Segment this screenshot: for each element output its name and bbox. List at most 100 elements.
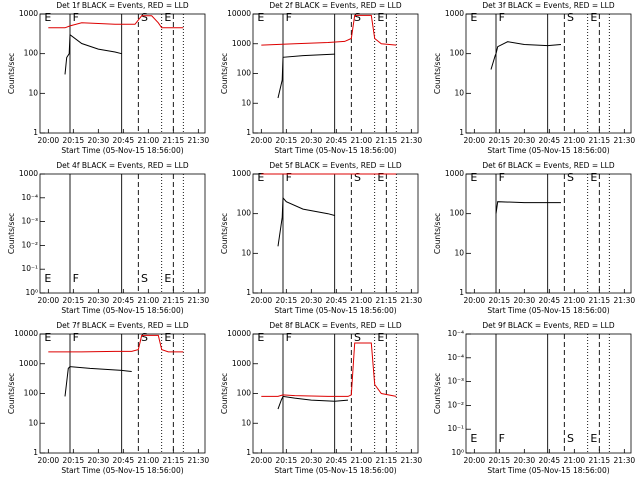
time-flag: E — [164, 331, 171, 344]
x-tick-label: 21:00 — [138, 136, 160, 145]
series-line — [64, 33, 122, 75]
x-tick-label: 21:15 — [163, 296, 185, 305]
y-tick-label: 10 — [241, 418, 251, 427]
x-tick-label: 20:45 — [539, 296, 561, 305]
y-tick-label: 10⁰ — [451, 448, 464, 457]
time-flag: F — [499, 171, 505, 184]
y-axis-label: Counts/sec — [433, 53, 442, 94]
y-tick-label: 10⁰ — [25, 288, 38, 297]
x-tick-label: 20:45 — [539, 456, 561, 465]
axis-frame — [465, 173, 632, 294]
x-tick-label: 20:30 — [301, 136, 323, 145]
series-line — [261, 342, 397, 397]
time-flag: S — [354, 171, 361, 184]
y-axis-label: Counts/sec — [220, 373, 229, 414]
time-flag: E — [590, 432, 597, 445]
x-tick-label: 21:30 — [188, 296, 210, 305]
x-tick-label: 20:45 — [326, 456, 348, 465]
time-flag: E — [470, 432, 477, 445]
time-flag: E — [470, 171, 477, 184]
x-tick-label: 21:15 — [163, 456, 185, 465]
x-tick-label: 20:15 — [276, 296, 298, 305]
x-tick-label: 21:15 — [376, 136, 398, 145]
time-flag: F — [286, 11, 292, 24]
time-flag: S — [567, 432, 574, 445]
x-tick-label: 20:00 — [251, 456, 273, 465]
x-tick-label: 20:15 — [63, 456, 85, 465]
x-axis-label: Start Time (05-Nov-15 18:56:00) — [61, 146, 183, 155]
y-tick-label: 10⁻² — [447, 400, 464, 409]
x-tick-label: 20:45 — [326, 136, 348, 145]
x-tick-label: 21:30 — [401, 136, 423, 145]
y-tick-label: 10 — [28, 418, 38, 427]
y-tick-label: 10⁻³ — [447, 377, 464, 386]
y-tick-label: 1000 — [232, 39, 251, 48]
time-flag: F — [286, 171, 292, 184]
x-tick-label: 21:30 — [188, 456, 210, 465]
series-line — [277, 196, 335, 247]
x-axis-label: Start Time (05-Nov-15 18:56:00) — [487, 466, 609, 475]
x-tick-label: 21:15 — [163, 136, 185, 145]
x-tick-label: 21:00 — [564, 296, 586, 305]
x-tick-label: 20:45 — [326, 296, 348, 305]
axis-frame — [39, 173, 206, 294]
time-flag: F — [499, 11, 505, 24]
x-tick-label: 21:15 — [376, 456, 398, 465]
axis-frame — [465, 333, 632, 454]
y-tick-label: 100 — [237, 69, 252, 78]
x-tick-label: 20:45 — [539, 136, 561, 145]
x-tick-label: 20:30 — [88, 296, 110, 305]
y-axis-label: Counts/sec — [433, 373, 442, 414]
x-axis-label: Start Time (05-Nov-15 18:56:00) — [274, 146, 396, 155]
x-tick-label: 20:30 — [301, 456, 323, 465]
time-flag: F — [499, 432, 505, 445]
y-tick-label: 1000 — [19, 359, 38, 368]
y-tick-label: 10 — [241, 98, 251, 107]
y-tick-label: 10 — [454, 88, 464, 97]
time-flag: F — [73, 11, 79, 24]
y-tick-label: 1000 — [445, 9, 464, 18]
time-flag: E — [44, 272, 51, 285]
time-flag: E — [44, 331, 51, 344]
panel-title: Det 3f BLACK = Events, RED = LLD — [482, 1, 615, 10]
x-tick-label: 20:00 — [464, 136, 486, 145]
series-line — [277, 53, 335, 99]
y-tick-label: 100 — [450, 209, 465, 218]
panel-title: Det 8f BLACK = Events, RED = LLD — [269, 321, 402, 330]
time-flag: E — [164, 11, 171, 24]
y-tick-label: 10⁻¹ — [447, 424, 464, 433]
time-flag: E — [470, 11, 477, 24]
time-flag: F — [286, 331, 292, 344]
x-tick-label: 20:00 — [251, 296, 273, 305]
x-tick-label: 21:00 — [564, 456, 586, 465]
x-tick-label: 20:30 — [514, 456, 536, 465]
y-axis-label: Counts/sec — [7, 373, 16, 414]
time-flag: E — [590, 11, 597, 24]
time-flag: E — [377, 171, 384, 184]
x-tick-label: 21:00 — [351, 136, 373, 145]
y-tick-label: 10⁻¹ — [21, 264, 38, 273]
time-flag: F — [73, 272, 79, 285]
time-flag: E — [257, 331, 264, 344]
panel-title: Det 6f BLACK = Events, RED = LLD — [482, 161, 615, 170]
x-tick-label: 20:15 — [489, 296, 511, 305]
x-tick-label: 20:15 — [63, 296, 85, 305]
y-tick-label: 1000 — [232, 169, 251, 178]
axis-frame — [39, 13, 206, 134]
axis-frame — [252, 173, 419, 294]
series-line — [64, 366, 132, 397]
x-tick-label: 20:15 — [489, 456, 511, 465]
y-tick-label: 100 — [237, 209, 252, 218]
y-tick-label: 10⁻⁴ — [21, 193, 38, 202]
x-tick-label: 20:45 — [113, 456, 135, 465]
series-line — [48, 334, 184, 353]
x-tick-label: 20:45 — [113, 296, 135, 305]
x-axis-label: Start Time (05-Nov-15 18:56:00) — [274, 306, 396, 315]
x-tick-label: 21:00 — [138, 296, 160, 305]
x-tick-label: 20:00 — [251, 136, 273, 145]
x-tick-label: 20:00 — [38, 456, 60, 465]
time-flag: E — [257, 171, 264, 184]
y-tick-label: 1000 — [232, 359, 251, 368]
y-tick-label: 100 — [24, 49, 39, 58]
